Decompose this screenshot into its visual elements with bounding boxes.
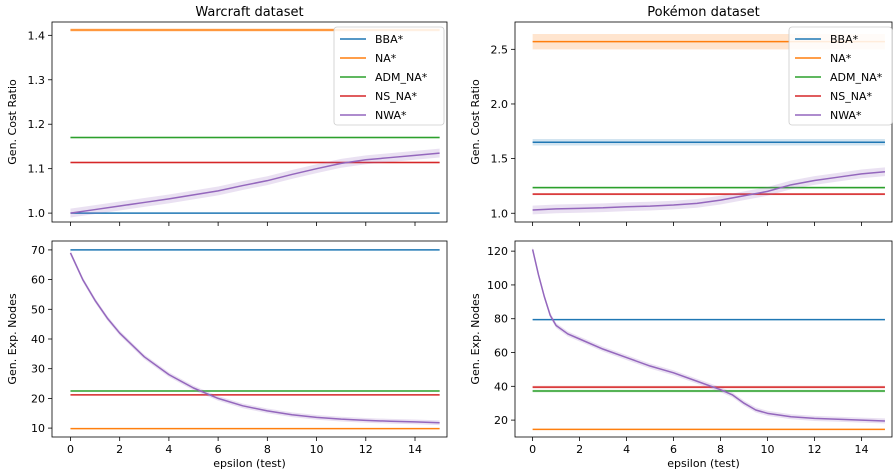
legend-label: NA*: [830, 52, 852, 65]
y-tick-label: 30: [31, 363, 45, 376]
y-tick-label: 1.5: [491, 153, 509, 166]
x-tick-label: 8: [264, 443, 271, 456]
series-line-nwa-: [532, 170, 886, 211]
series-band-nwa-: [532, 167, 885, 215]
x-tick-label: 6: [215, 443, 222, 456]
y-tick-label: 60: [494, 347, 508, 360]
y-tick-label: 10: [31, 422, 45, 435]
legend-label: NS_NA*: [830, 90, 872, 103]
subplot-4: 0 2 4 6 8 10 12 14 20 40 60 80 100 120 Gen. Exp. Nodes…: [469, 240, 893, 470]
legend-label: NS_NA*: [375, 90, 417, 103]
legend-label: NWA*: [830, 109, 862, 122]
series-band-nwa-: [70, 250, 440, 426]
series-line-nwa-: [531, 249, 885, 422]
legend: BBA* NA* ADM_NA* NS_NA* NWA*: [788, 26, 893, 126]
x-tick-label: 14: [408, 443, 422, 456]
y-tick-label: 80: [494, 313, 508, 326]
x-tick-label: 12: [359, 443, 373, 456]
y-tick-label: 70: [31, 244, 45, 257]
x-tick-label: 6: [670, 443, 677, 456]
y-tick-label: 20: [31, 392, 45, 405]
x-tick-label: 12: [807, 443, 821, 456]
legend-box: [333, 26, 445, 126]
x-tick-label: 2: [116, 443, 123, 456]
y-tick-label: 100: [487, 279, 508, 292]
y-tick-label: 2.5: [491, 43, 509, 56]
y-tick-label: 1.3: [28, 74, 46, 87]
subplot-1: 1.0 1.1 1.2 1.3 1.4 Warcraft dataset Gen. Cost…: [6, 5, 448, 226]
series-band-nwa-: [532, 246, 885, 424]
legend-label: BBA*: [830, 33, 859, 46]
x-tick-label: 0: [529, 443, 536, 456]
chart-title: Warcraft dataset: [195, 5, 303, 20]
y-tick-label: 60: [31, 274, 45, 287]
plot-area: [69, 249, 440, 430]
y-tick-label: 1.0: [28, 207, 46, 220]
x-tick-label: 0: [67, 443, 74, 456]
y-tick-label: 40: [494, 380, 508, 393]
legend-label: ADM_NA*: [830, 71, 883, 84]
x-axis-label: epsilon (test): [213, 457, 286, 470]
legend-box: [788, 26, 893, 126]
y-tick-label: 50: [31, 303, 45, 316]
y-tick-label: 1.4: [28, 29, 46, 42]
plot-area: [70, 28, 440, 218]
x-tick-label: 10: [310, 443, 324, 456]
y-tick-label: 1.0: [491, 207, 509, 220]
axes-frame: [51, 21, 448, 223]
y-tick-label: 120: [487, 245, 508, 258]
subplot-2: 1.0 1.5 2.0 2.5 Pokémon dataset Gen. Cost Rat…: [469, 5, 893, 226]
x-tick-label: 4: [623, 443, 630, 456]
x-tick-label: 14: [854, 443, 868, 456]
plot-area: [531, 246, 885, 431]
y-tick-label: 1.2: [28, 118, 46, 131]
legend: BBA* NA* ADM_NA* NS_NA* NWA*: [333, 26, 445, 126]
y-axis-label: Gen. Exp. Nodes: [469, 293, 482, 384]
subplot-3: 0 2 4 6 8 10 12 14 10 20 30 40 50 60 70 Gen. Exp. Nodes…: [6, 240, 448, 470]
series-line-nwa-: [70, 152, 440, 214]
y-axis-label: Gen. Cost Ratio: [469, 79, 482, 165]
series-line-nwa-: [69, 252, 440, 424]
chart-title: Pokémon dataset: [647, 5, 760, 20]
x-tick-label: 2: [576, 443, 583, 456]
x-tick-label: 10: [761, 443, 775, 456]
x-axis-label: epsilon (test): [667, 457, 740, 470]
legend-label: NWA*: [375, 109, 407, 122]
axes-frame: [514, 240, 893, 438]
y-axis-label: Gen. Cost Ratio: [6, 79, 19, 165]
y-tick-label: 2.0: [491, 98, 509, 111]
y-axis-label: Gen. Exp. Nodes: [6, 293, 19, 384]
x-tick-label: 4: [165, 443, 172, 456]
legend-label: NA*: [375, 52, 397, 65]
x-tick-label: 8: [717, 443, 724, 456]
y-tick-label: 1.1: [28, 163, 46, 176]
y-tick-label: 20: [494, 414, 508, 427]
legend-label: BBA*: [375, 33, 404, 46]
legend-label: ADM_NA*: [375, 71, 428, 84]
y-tick-label: 40: [31, 333, 45, 346]
